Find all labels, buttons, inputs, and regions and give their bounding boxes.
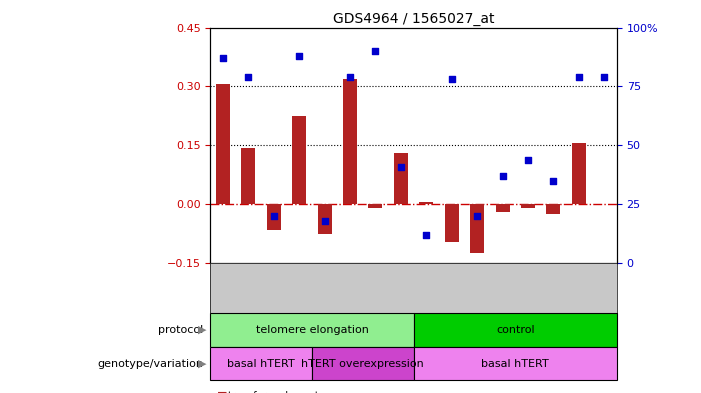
Point: [497, 173, 508, 179]
Point: [294, 53, 305, 59]
Point: [522, 156, 533, 163]
Bar: [241, 148, 255, 204]
Bar: [292, 116, 306, 204]
Bar: [521, 204, 535, 208]
Bar: [470, 204, 484, 253]
Text: genotype/variation: genotype/variation: [97, 358, 203, 369]
Point: [573, 74, 585, 80]
Text: protocol: protocol: [158, 325, 203, 335]
Point: [421, 232, 432, 238]
Bar: [414, 314, 617, 347]
Bar: [210, 347, 312, 380]
Point: [547, 178, 559, 184]
Bar: [546, 204, 560, 214]
Bar: [444, 204, 458, 242]
Bar: [318, 204, 332, 234]
Bar: [369, 204, 383, 208]
Point: [395, 163, 407, 170]
Title: GDS4964 / 1565027_at: GDS4964 / 1565027_at: [333, 13, 494, 26]
Bar: [216, 84, 230, 204]
Point: [243, 74, 254, 80]
Bar: [496, 204, 510, 212]
Point: [319, 218, 330, 224]
Text: basal hTERT: basal hTERT: [227, 358, 295, 369]
Text: transformed count: transformed count: [228, 391, 318, 393]
Bar: [267, 204, 281, 230]
Bar: [414, 347, 617, 380]
Point: [599, 74, 610, 80]
Text: telomere elongation: telomere elongation: [255, 325, 369, 335]
Bar: [312, 347, 414, 380]
Text: ▶: ▶: [198, 358, 207, 369]
Point: [472, 213, 483, 219]
Point: [217, 55, 229, 61]
Text: hTERT overexpression: hTERT overexpression: [301, 358, 424, 369]
Text: ■: ■: [217, 391, 228, 393]
Point: [370, 48, 381, 54]
Bar: [343, 79, 357, 204]
Point: [344, 74, 355, 80]
Bar: [210, 314, 414, 347]
Text: control: control: [496, 325, 535, 335]
Point: [268, 213, 280, 219]
Bar: [419, 202, 433, 204]
Bar: [394, 153, 408, 204]
Bar: [572, 143, 586, 204]
Point: [446, 76, 457, 83]
Text: basal hTERT: basal hTERT: [482, 358, 549, 369]
Text: ▶: ▶: [198, 325, 207, 335]
